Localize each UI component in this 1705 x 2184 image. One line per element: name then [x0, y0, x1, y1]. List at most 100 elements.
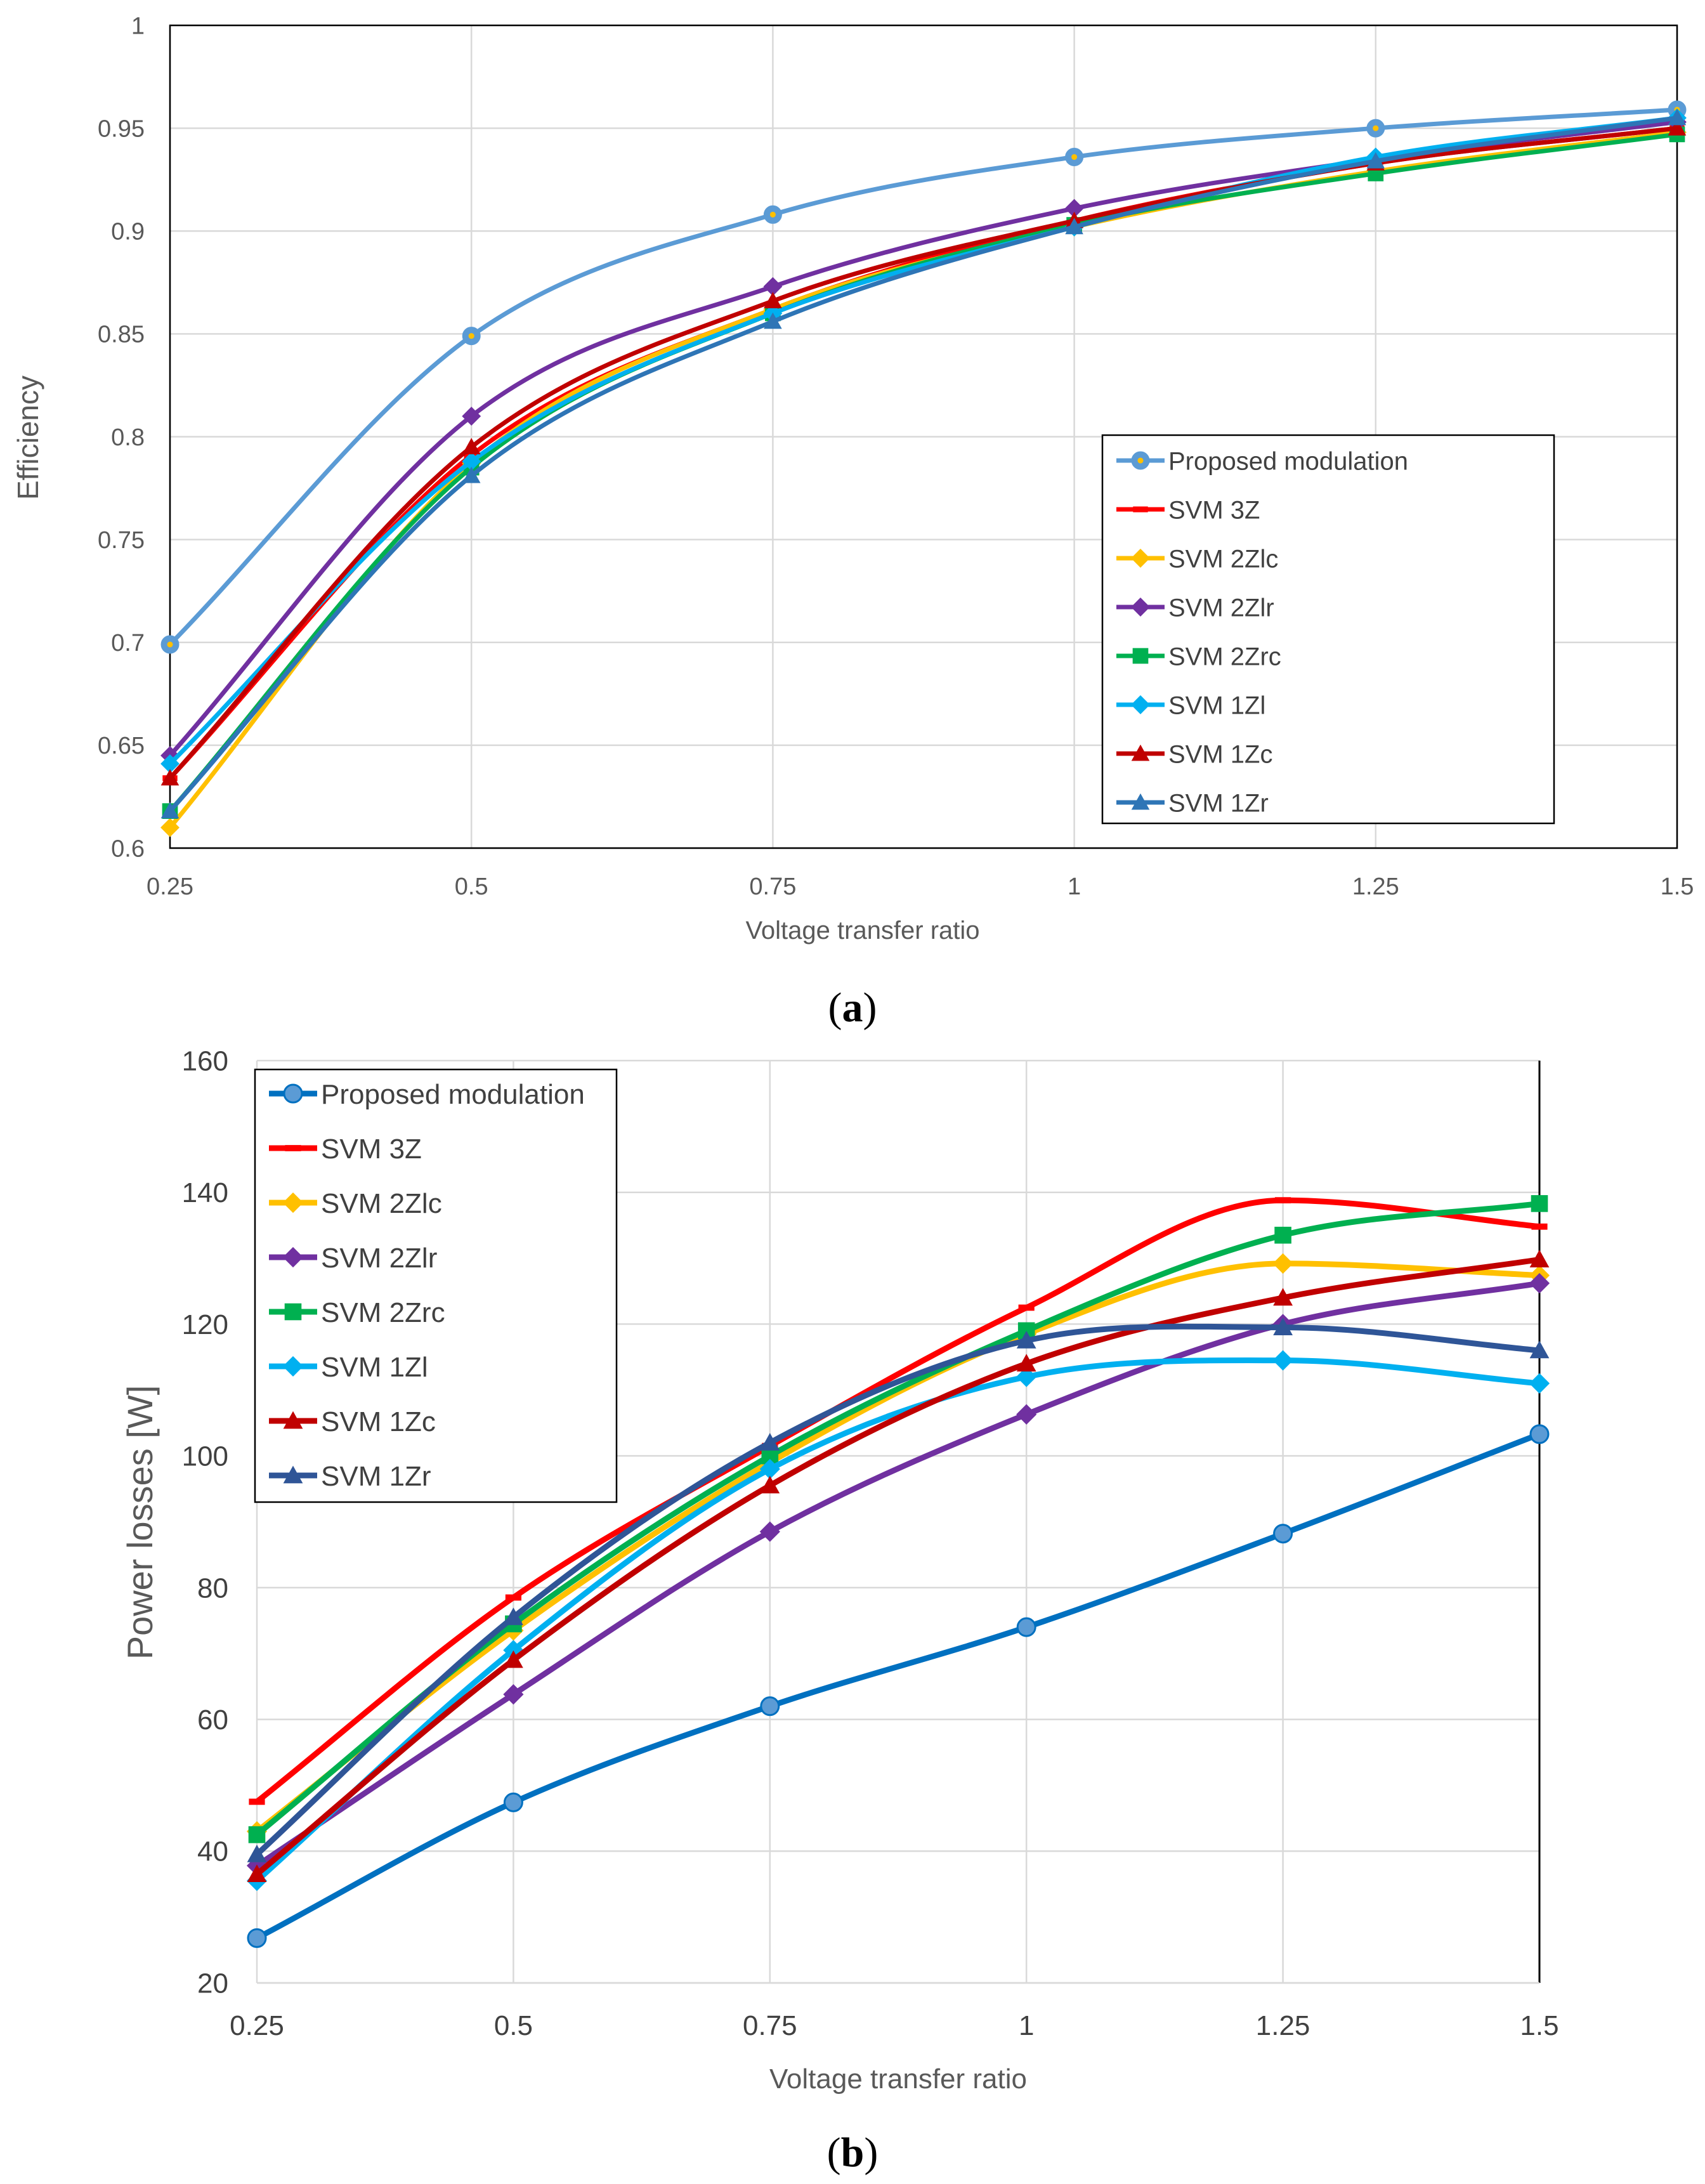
data-point — [504, 1607, 523, 1625]
legend-marker — [1131, 744, 1150, 761]
legend-label: SVM 1Zc — [1168, 740, 1272, 768]
y-tick-label: 20 — [197, 1968, 228, 1999]
legend-item: Proposed modulation — [269, 1079, 585, 1110]
series-line — [254, 1431, 1543, 1941]
legend-marker — [1131, 549, 1150, 568]
series-line — [167, 115, 1680, 766]
legend-marker-center — [1137, 457, 1144, 464]
legend-item: Proposed modulation — [1116, 447, 1408, 475]
data-point — [1272, 1253, 1293, 1274]
data-point — [160, 802, 180, 819]
y-axis-label-b: Power losses [W] — [120, 1385, 160, 1660]
y-ticks-b: 20 40 60 80 100 120 140 160 — [182, 1045, 228, 1999]
data-point — [247, 1864, 267, 1882]
data-point — [764, 312, 782, 329]
x-tick-label: 1.5 — [1661, 873, 1694, 900]
x-ticks-b: 0.25 0.5 0.75 1 1.25 1.5 — [230, 2010, 1558, 2041]
data-point — [1018, 1304, 1035, 1311]
data-point — [505, 1594, 521, 1601]
y-tick-label: 80 — [197, 1573, 228, 1604]
legend-item: SVM 2Zlr — [1116, 594, 1274, 622]
data-point — [1531, 1223, 1548, 1230]
series-line — [254, 1197, 1543, 1805]
data-point-center — [468, 333, 474, 339]
legend-label: SVM 2Zlc — [1168, 545, 1278, 573]
legend-item: SVM 2Zlc — [269, 1188, 442, 1219]
legend-label: SVM 3Z — [321, 1134, 422, 1165]
data-point — [1273, 1524, 1293, 1544]
power-losses-chart: 20 40 60 80 100 120 140 160 0.25 0.5 0.75 1 1.25 1.5… — [120, 1045, 1559, 2176]
legend-marker — [1132, 648, 1149, 664]
data-point — [1366, 152, 1385, 169]
data-point — [1531, 1195, 1548, 1212]
data-point — [1016, 1330, 1036, 1349]
legend-label: SVM 1Zr — [1168, 789, 1269, 817]
series-line — [167, 126, 1680, 781]
data-point — [248, 1826, 266, 1843]
legend-item: SVM 1Zc — [269, 1406, 436, 1437]
legend-marker — [285, 1145, 301, 1151]
series-layer-b — [246, 1195, 1550, 1948]
y-ticks-a: 0.6 0.65 0.7 0.75 0.8 0.85 0.9 0.95 1 — [98, 13, 145, 862]
x-ticks-a: 0.25 0.5 0.75 1 1.25 1.5 — [147, 873, 1694, 900]
x-tick-label: 0.5 — [455, 873, 488, 900]
legend-marker — [284, 1303, 302, 1321]
legend-label: SVM 1Zl — [321, 1352, 428, 1383]
y-tick-label: 100 — [182, 1441, 228, 1472]
panel-label-a-close: ) — [863, 984, 877, 1031]
panel-label-b-close: ) — [864, 2129, 878, 2176]
series-line — [254, 1357, 1543, 1884]
panel-label-b: (b) — [827, 2129, 879, 2176]
x-tick-label: 0.25 — [230, 2010, 284, 2041]
data-point — [1064, 199, 1084, 218]
legend-box — [254, 1068, 618, 1503]
y-tick-label: 160 — [182, 1045, 228, 1076]
data-point — [1529, 1424, 1550, 1444]
data-point — [1273, 1288, 1293, 1306]
legend-label: SVM 1Zr — [321, 1461, 431, 1492]
panel-label-b-letter: b — [841, 2129, 865, 2176]
series-svm-1zc — [247, 1250, 1550, 1882]
y-tick-label: 140 — [182, 1177, 228, 1208]
series-proposed-modulation — [247, 1424, 1550, 1948]
x-tick-label: 0.5 — [494, 2010, 533, 2041]
x-tick-label: 1 — [1068, 873, 1081, 900]
legend-item: SVM 1Zl — [269, 1352, 428, 1383]
series-svm-1zr — [160, 108, 1687, 819]
legend-label: SVM 2Zrc — [321, 1297, 445, 1328]
legend-marker — [283, 1411, 303, 1429]
y-tick-label: 120 — [182, 1309, 228, 1340]
data-point — [763, 277, 783, 296]
data-point — [1273, 1318, 1293, 1335]
y-tick-label: 0.9 — [111, 219, 145, 245]
legend-label: SVM 1Zl — [1168, 691, 1265, 719]
legend-marker — [1131, 598, 1150, 617]
legend-item: SVM 1Zc — [1116, 740, 1272, 768]
data-point — [1065, 218, 1083, 235]
y-tick-label: 0.85 — [98, 322, 145, 348]
x-tick-label: 1.5 — [1520, 2010, 1558, 2041]
series-line — [254, 1260, 1543, 1834]
legend-label: Proposed modulation — [1168, 447, 1408, 475]
data-point — [1016, 1366, 1037, 1387]
data-point — [1016, 1617, 1036, 1637]
x-tick-label: 0.25 — [147, 873, 193, 900]
data-point — [504, 1650, 523, 1668]
legend-item: SVM 2Zlc — [1116, 545, 1278, 573]
data-point — [1529, 1272, 1550, 1294]
data-point — [760, 1696, 780, 1716]
data-point — [503, 1792, 523, 1812]
legend-item: SVM 2Zrc — [1116, 643, 1281, 670]
y-tick-label: 60 — [197, 1704, 228, 1736]
series-line — [167, 115, 1680, 814]
data-point — [1529, 1340, 1550, 1359]
legend-b: Proposed modulation SVM 3Z SVM 2Zlc SVM 2Zl… — [254, 1068, 618, 1503]
legend-marker — [283, 1083, 303, 1104]
data-point — [462, 438, 481, 455]
y-tick-label: 0.95 — [98, 115, 145, 142]
y-tick-label: 0.8 — [111, 424, 145, 451]
series-layer-a — [160, 100, 1687, 837]
data-point-center — [167, 641, 173, 648]
legend-label: Proposed modulation — [321, 1079, 585, 1110]
data-point — [1668, 119, 1687, 136]
